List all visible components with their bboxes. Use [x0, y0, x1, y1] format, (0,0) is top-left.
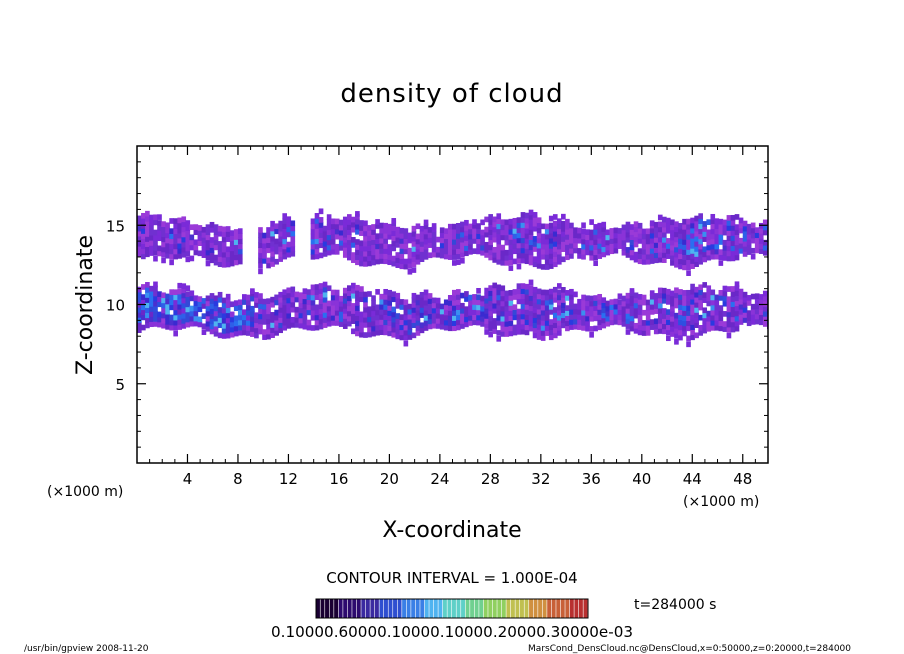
x-unit-right: (×1000 m) [683, 494, 759, 510]
colorbar-swatch [510, 599, 515, 618]
footer-right: MarsCond_DensCloud.nc@DensCloud,x=0:5000… [528, 644, 851, 654]
y-axis-label: Z-coordinate [73, 235, 98, 375]
cloud-density-field [137, 208, 768, 348]
colorbar-swatch [402, 599, 407, 618]
colorbar-swatch [497, 599, 502, 618]
colorbar-swatch [520, 599, 524, 618]
y-axis-ticks: 5 10 15 [106, 217, 768, 394]
colorbar-swatch [433, 599, 438, 618]
chart-title: density of cloud [340, 79, 563, 109]
colorbar-swatch [352, 599, 357, 618]
colorbar-swatch [316, 599, 320, 618]
y-tick-label: 10 [106, 297, 125, 315]
colorbar-swatch [329, 599, 334, 618]
x-tick-label: 4 [183, 470, 193, 488]
colorbar-swatch [447, 599, 452, 618]
x-tick-label: 44 [683, 470, 702, 488]
colorbar-swatch [547, 599, 552, 618]
colorbar [316, 599, 588, 618]
x-tick-label: 16 [329, 470, 348, 488]
x-tick-label: 32 [531, 470, 550, 488]
time-label: t=284000 s [634, 597, 716, 613]
colorbar-swatch [370, 599, 375, 618]
x-tick-label: 20 [380, 470, 399, 488]
contour-interval-label: CONTOUR INTERVAL = 1.000E-04 [326, 569, 577, 587]
colorbar-swatch [470, 599, 475, 618]
colorbar-swatch [533, 599, 538, 618]
colorbar-swatch [356, 599, 361, 618]
colorbar-swatch [506, 599, 511, 618]
colorbar-swatch [347, 599, 352, 618]
x-unit-left: (×1000 m) [47, 484, 123, 500]
colorbar-swatch [397, 599, 402, 618]
colorbar-swatch [343, 599, 348, 618]
colorbar-swatch [465, 599, 470, 618]
colorbar-swatch [325, 599, 329, 618]
colorbar-swatch [569, 599, 574, 618]
colorbar-swatch [406, 599, 411, 618]
x-tick-label: 28 [481, 470, 500, 488]
x-tick-label: 24 [430, 470, 449, 488]
colorbar-swatch [492, 599, 497, 618]
colorbar-swatch [461, 599, 465, 618]
colorbar-swatch [415, 599, 420, 618]
colorbar-swatch [379, 599, 384, 618]
colorbar-swatch [479, 599, 484, 618]
colorbar-tick-labels: 0.10000.60000.10000.10000.20000.30000e-0… [271, 623, 633, 641]
colorbar-swatch [361, 599, 366, 618]
colorbar-swatch [429, 599, 434, 618]
colorbar-swatch [538, 599, 543, 618]
colorbar-swatch [442, 599, 447, 618]
colorbar-swatch [574, 599, 579, 618]
colorbar-swatch [551, 599, 556, 618]
y-tick-label: 15 [106, 217, 125, 235]
colorbar-swatch [452, 599, 456, 618]
x-tick-label: 48 [733, 470, 752, 488]
x-tick-label: 36 [582, 470, 601, 488]
colorbar-swatch [583, 599, 588, 618]
colorbar-swatch [529, 599, 533, 618]
colorbar-swatch [420, 599, 425, 618]
colorbar-swatch [483, 599, 488, 618]
footer-left: /usr/bin/gpview 2008-11-20 [24, 644, 149, 654]
x-tick-label: 8 [233, 470, 243, 488]
colorbar-swatch [320, 599, 325, 618]
colorbar-swatch [338, 599, 343, 618]
colorbar-swatch [565, 599, 570, 618]
colorbar-swatch [542, 599, 547, 618]
colorbar-frame [315, 598, 589, 619]
colorbar-swatch [578, 599, 583, 618]
colorbar-swatch [411, 599, 416, 618]
colorbar-swatch [456, 599, 461, 618]
x-tick-label: 12 [279, 470, 298, 488]
colorbar-swatch [524, 599, 529, 618]
colorbar-swatch [384, 599, 388, 618]
colorbar-swatch [424, 599, 429, 618]
colorbar-swatch [560, 599, 565, 618]
colorbar-swatch [501, 599, 506, 618]
colorbar-swatch [365, 599, 370, 618]
colorbar-swatch [488, 599, 493, 618]
minor-ticks [137, 146, 768, 463]
colorbar-swatch [515, 599, 520, 618]
x-axis-label: X-coordinate [382, 518, 521, 543]
colorbar-swatch [474, 599, 479, 618]
colorbar-swatch [556, 599, 561, 618]
colorbar-swatch [374, 599, 379, 618]
colorbar-swatch [334, 599, 339, 618]
colorbar-swatch [438, 599, 443, 618]
colorbar-swatch [393, 599, 397, 618]
y-tick-label: 5 [115, 376, 125, 394]
x-axis-ticks: 4 8 12 16 20 24 28 32 36 40 44 48 [183, 146, 752, 488]
colorbar-swatch [388, 599, 393, 618]
x-tick-label: 40 [632, 470, 651, 488]
